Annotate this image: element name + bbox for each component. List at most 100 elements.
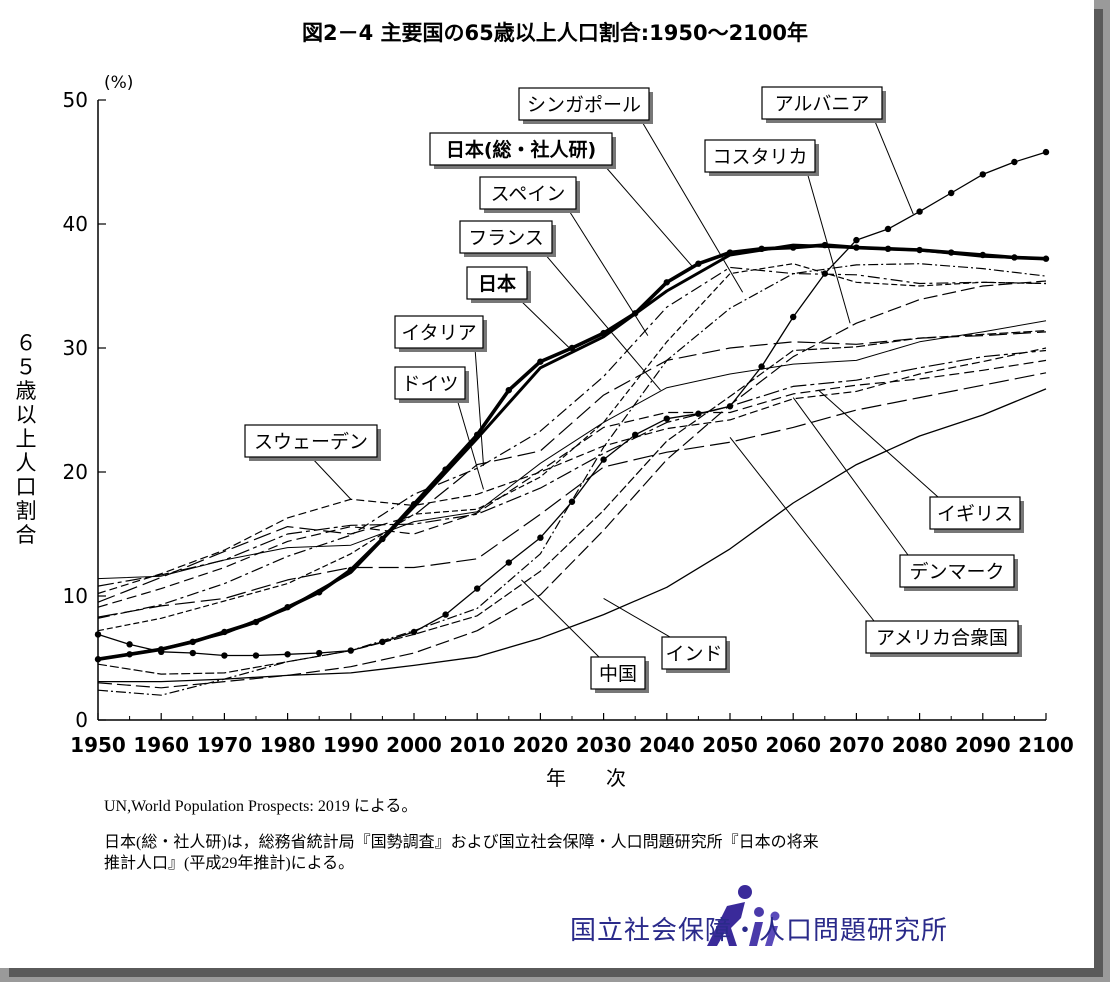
series-point-3 <box>221 652 228 659</box>
series-point-3 <box>790 313 797 321</box>
series-point-3 <box>695 410 702 417</box>
callout-box <box>394 315 484 349</box>
series-point-3 <box>568 498 576 505</box>
callout-label: アルバニア <box>775 93 870 115</box>
series-point-3 <box>1011 158 1018 166</box>
callout-leader <box>518 298 573 351</box>
y-axis-label-char: 割 <box>16 499 37 523</box>
x-tick-label: 1980 <box>260 733 316 757</box>
series-point-3 <box>916 208 923 215</box>
callout-leader <box>543 252 661 391</box>
x-axis-label: 年 次 <box>546 766 626 790</box>
callout-label: イタリア <box>401 322 476 344</box>
series-point-1 <box>695 260 702 267</box>
callout-box <box>466 266 528 300</box>
series-point-3 <box>189 649 196 657</box>
callout-leader <box>729 436 875 622</box>
y-tick-label: 10 <box>63 584 88 608</box>
series-point-1 <box>505 386 512 394</box>
logo-figure-2 <box>749 922 763 946</box>
logo-dot-1 <box>738 885 752 899</box>
callout-label: デンマーク <box>909 561 1004 583</box>
callout-label: シンガポール <box>527 94 641 116</box>
series-point-3 <box>537 534 544 541</box>
y-axis-label-char: 歳 <box>16 379 37 403</box>
callout-box <box>704 139 816 173</box>
callout-label: アメリカ合衆国 <box>876 627 1008 649</box>
organization-name: 国立社会保障・人口問題研究所 <box>570 916 949 946</box>
callout-box <box>518 87 650 121</box>
y-axis-label-char: 合 <box>16 523 37 547</box>
series-point-3 <box>158 648 165 655</box>
callout-leader <box>603 598 671 638</box>
y-axis-label: ６５歳以上人口割合 <box>16 331 37 547</box>
series-point-3 <box>979 171 986 178</box>
callout-box <box>761 86 883 120</box>
callout-box <box>929 496 1021 530</box>
callout-box <box>590 656 646 690</box>
series-point-3 <box>252 652 260 659</box>
callout-box <box>865 620 1019 654</box>
callout-label: ドイツ <box>401 373 458 395</box>
series-line-14 <box>97 330 1047 675</box>
x-tick-label: 2000 <box>386 733 442 757</box>
series-point-3 <box>442 611 449 618</box>
y-axis-label-char: 上 <box>16 427 37 451</box>
callout-leader <box>567 208 649 336</box>
series-point-3 <box>663 415 670 422</box>
callout-label: 日本(総・社人研) <box>446 138 596 161</box>
series-point-1 <box>1042 255 1050 262</box>
y-tick-label: 30 <box>63 336 88 360</box>
callout-box <box>459 220 553 254</box>
series-point-3 <box>600 456 607 463</box>
series-point-3 <box>853 236 860 244</box>
callout-box <box>479 176 577 210</box>
callout-leader <box>873 118 914 215</box>
x-tick-label: 2040 <box>639 733 695 757</box>
series-line-12 <box>97 359 1047 608</box>
callout-leader <box>792 397 909 556</box>
series-point-3 <box>474 585 481 592</box>
series-lines <box>94 148 1050 696</box>
x-tick-label: 2030 <box>576 733 632 757</box>
callout-label: コスタリカ <box>712 146 807 168</box>
y-axis-label-char: ５ <box>16 355 37 379</box>
callout-label: イギリス <box>937 503 1013 525</box>
y-axis-label-char: 以 <box>16 403 37 427</box>
series-point-3 <box>505 559 512 566</box>
y-tick-label: 50 <box>63 88 88 112</box>
callout-label: フランス <box>468 227 544 249</box>
callout-box <box>429 132 613 166</box>
callout-label: スウェーデン <box>254 431 368 453</box>
x-tick-label: 2020 <box>513 733 569 757</box>
y-tick-label: 0 <box>75 708 88 732</box>
x-tick-label: 2100 <box>1018 733 1074 757</box>
note-line-1: 日本(総・社人研)は，総務省統計局『国勢調査』および国立社会保障・人口問題研究所… <box>104 834 819 851</box>
callout-label: インド <box>665 643 722 665</box>
callout-leader <box>640 119 744 293</box>
x-tick-label: 1960 <box>133 733 189 757</box>
series-line-4 <box>97 280 1047 689</box>
series-point-3 <box>884 225 892 233</box>
series-point-3 <box>284 651 291 658</box>
callout-leader <box>521 579 600 658</box>
x-tick-label: 2050 <box>702 733 758 757</box>
callout-box <box>661 636 727 670</box>
callout-label: 中国 <box>599 663 637 685</box>
y-axis-label-char: 口 <box>16 475 37 499</box>
series-point-3 <box>758 363 765 370</box>
callout-box <box>244 424 378 458</box>
callout-leader <box>603 164 693 267</box>
callout-leaders <box>310 118 939 658</box>
x-tick-label: 2010 <box>449 733 505 757</box>
series-line-2 <box>97 243 1047 661</box>
series-line-6 <box>97 263 1047 632</box>
x-tick-label: 2090 <box>955 733 1011 757</box>
callout-leader <box>456 398 484 490</box>
x-tick-label: 1950 <box>70 733 126 757</box>
callout-label: スペイン <box>491 183 566 205</box>
y-tick-label: 40 <box>63 212 88 236</box>
